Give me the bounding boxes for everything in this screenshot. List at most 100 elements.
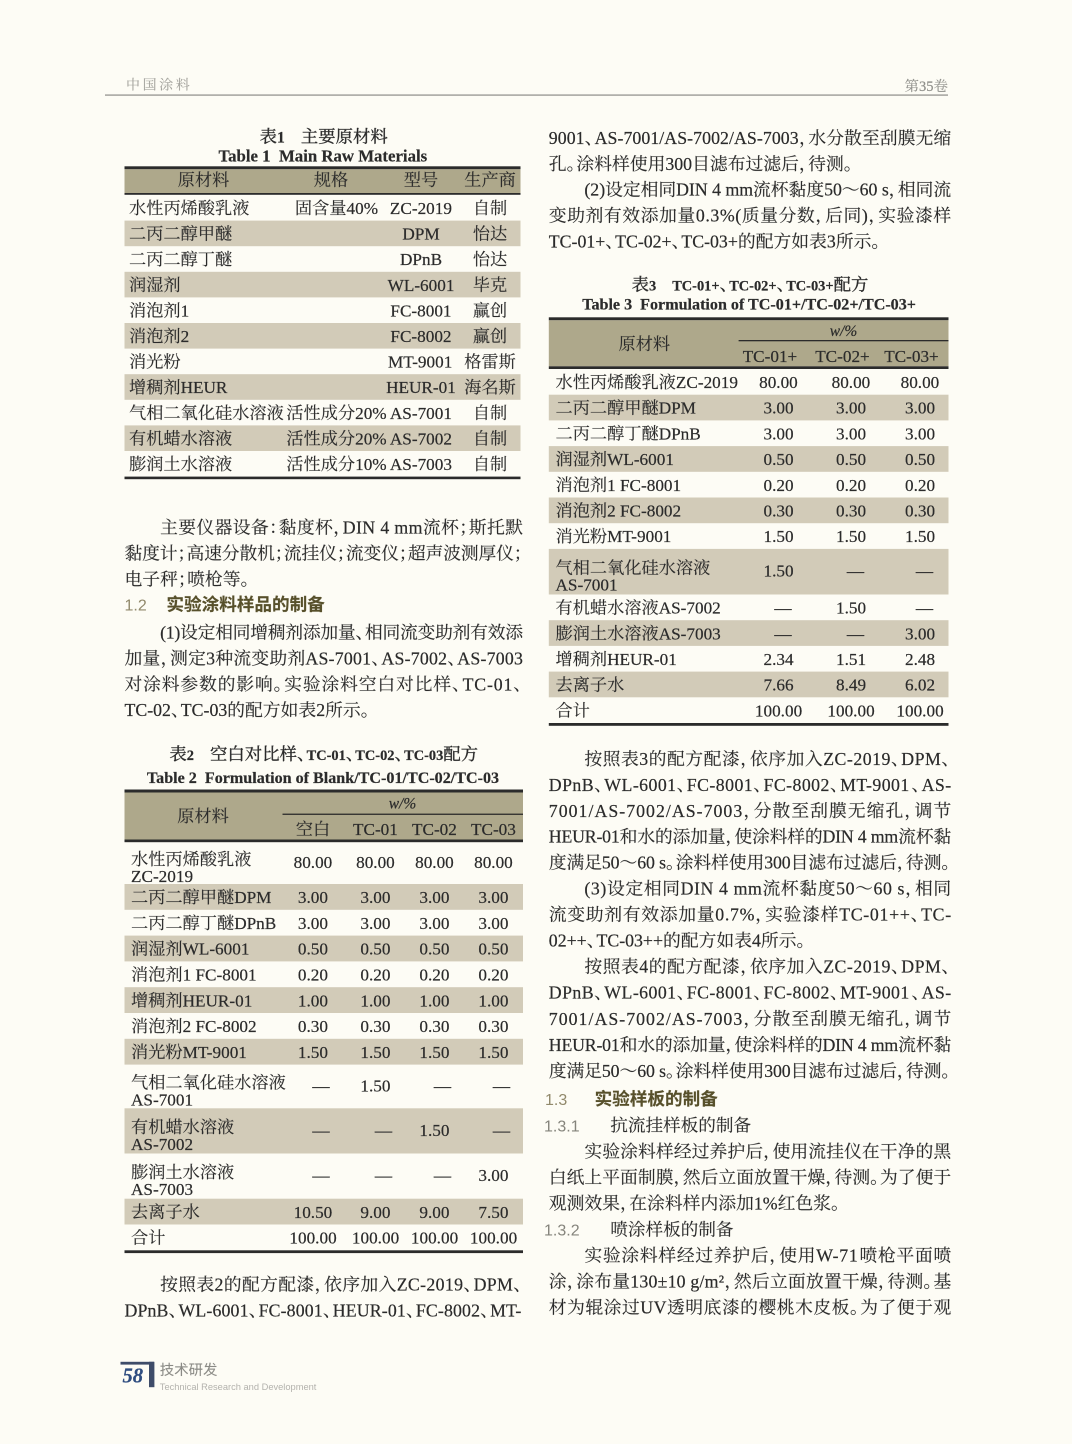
svg-text:58: 58 [123,1366,144,1388]
svg-text:1.50: 1.50 [419,1121,449,1140]
svg-text:—: — [846,624,865,643]
svg-text:ZC-2019: ZC-2019 [823,957,891,977]
svg-text:3.00: 3.00 [764,399,794,418]
svg-text:1.00: 1.00 [360,991,390,1010]
svg-text:1.50: 1.50 [360,1076,390,1095]
svg-text:DPnB: DPnB [234,914,276,933]
svg-text:AS-7003: AS-7003 [457,648,523,668]
svg-text:TC-03+: TC-03+ [786,279,833,295]
svg-text:80.00: 80.00 [759,373,798,392]
svg-text:1.51: 1.51 [836,650,866,669]
svg-text:—: — [915,562,934,581]
svg-text:TC-02: TC-02 [125,700,171,720]
svg-text:TC-: TC- [921,905,952,925]
svg-text:HEUR-01: HEUR-01 [607,650,677,669]
svg-text:3.00: 3.00 [478,888,508,907]
svg-text:AS-7001: AS-7001 [556,576,618,595]
svg-text:0.30: 0.30 [360,1017,390,1036]
svg-text:—: — [311,1076,330,1095]
svg-text:80.00: 80.00 [294,853,333,872]
svg-text:40%: 40% [347,199,379,218]
svg-text:2 FC-8002: 2 FC-8002 [607,502,681,521]
svg-text:100.00: 100.00 [827,701,874,720]
svg-text:MT-9001: MT-9001 [840,983,910,1003]
svg-text:DPM: DPM [901,957,941,977]
svg-text:Table 1 Main Raw Materials: Table 1 Main Raw Materials [219,147,428,166]
svg-text:3: 3 [206,648,215,668]
svg-text:80.00: 80.00 [832,373,871,392]
svg-text:TC-03: TC-03 [181,700,228,720]
svg-text:20%: 20% [355,429,387,448]
svg-text:1.50: 1.50 [905,527,935,546]
svg-text:TC-01: TC-01 [307,748,346,764]
svg-text:1.50: 1.50 [360,1043,390,1062]
svg-text:80.00: 80.00 [356,853,395,872]
svg-text:9.00: 9.00 [360,1203,390,1222]
svg-text:3.00: 3.00 [298,914,328,933]
svg-text:AS-7001: AS-7001 [390,404,452,423]
svg-text:—: — [492,1076,511,1095]
svg-text:MT-9001: MT-9001 [388,353,452,372]
svg-text:DIN 4 mm: DIN 4 mm [681,879,763,899]
svg-text:AS-7001: AS-7001 [131,1090,193,1109]
svg-text:3: 3 [639,749,648,769]
svg-text:1.50: 1.50 [419,1043,449,1062]
svg-text:): ) [862,206,869,227]
svg-text:ZC-2019: ZC-2019 [390,199,452,218]
svg-text:WL-6001: WL-6001 [604,775,676,795]
svg-text:—: — [433,1166,452,1185]
svg-text:0.30: 0.30 [836,502,866,521]
svg-text:FC-8001: FC-8001 [687,983,753,1003]
svg-text:60 s: 60 s [637,853,666,873]
svg-text:3.00: 3.00 [764,424,794,443]
svg-text:1.3: 1.3 [545,1092,567,1109]
svg-text:DIN 4 mm: DIN 4 mm [823,1035,899,1055]
svg-text:Technical Research and Develop: Technical Research and Development [160,1382,317,1392]
svg-text:FC-8002: FC-8002 [390,327,451,346]
svg-text:7001/AS-7002/AS-7003: 7001/AS-7002/AS-7003 [549,1009,743,1029]
svg-text:TC-01+: TC-01+ [743,347,798,366]
svg-text:AS-7002: AS-7002 [381,648,447,668]
svg-text:100.00: 100.00 [352,1229,399,1248]
svg-text:DPnB: DPnB [400,250,442,269]
svg-text:HEUR-01: HEUR-01 [333,1301,406,1321]
svg-text:3.00: 3.00 [360,888,390,907]
svg-text:TC-02+: TC-02+ [615,232,671,252]
svg-text:0.30: 0.30 [905,502,935,521]
svg-text:1 FC-8001: 1 FC-8001 [607,476,681,495]
svg-text:TC-01: TC-01 [353,820,398,839]
svg-text:2: 2 [316,700,325,720]
svg-text:AS-7003: AS-7003 [390,455,452,474]
svg-text:0.50: 0.50 [419,940,449,959]
svg-text:0.20: 0.20 [298,966,328,985]
svg-text:MT-: MT- [490,1301,521,1321]
svg-text:AS-7001/AS-7002/AS-7003: AS-7001/AS-7002/AS-7003 [595,128,799,148]
svg-text:FC-8002: FC-8002 [764,775,830,795]
svg-text:1.00: 1.00 [478,991,508,1010]
svg-text:0.30: 0.30 [298,1017,328,1036]
svg-text:3.00: 3.00 [419,914,449,933]
svg-text:DIN 4 mm: DIN 4 mm [343,518,423,538]
svg-text:AS-7002: AS-7002 [390,429,452,448]
svg-text:7.66: 7.66 [764,676,794,695]
svg-text:1: 1 [277,130,285,147]
svg-text:9.00: 9.00 [419,1203,449,1222]
svg-text:1.2: 1.2 [125,598,147,615]
svg-text:0.50: 0.50 [360,940,390,959]
svg-text:1.50: 1.50 [764,562,794,581]
svg-text:TC-01++: TC-01++ [839,905,910,925]
svg-text:ZC-2019: ZC-2019 [397,1275,464,1295]
svg-text:TC-03+: TC-03+ [681,232,737,252]
svg-text:50: 50 [602,853,620,873]
svg-text:3.00: 3.00 [905,424,935,443]
svg-text:AS-: AS- [922,983,952,1003]
svg-text:100.00: 100.00 [411,1229,458,1248]
svg-text:—: — [433,1076,452,1095]
svg-text:0.20: 0.20 [836,476,866,495]
svg-text:1.3.2: 1.3.2 [544,1223,580,1240]
svg-text:0.50: 0.50 [298,940,328,959]
svg-text:3.00: 3.00 [905,624,935,643]
svg-text:Table 3 Formulation of TC-01+: Table 3 Formulation of TC-01+/TC-02+/TC-… [582,297,916,314]
svg-text:2 FC-8002: 2 FC-8002 [183,1017,257,1036]
svg-text:W-71: W-71 [816,1246,858,1266]
